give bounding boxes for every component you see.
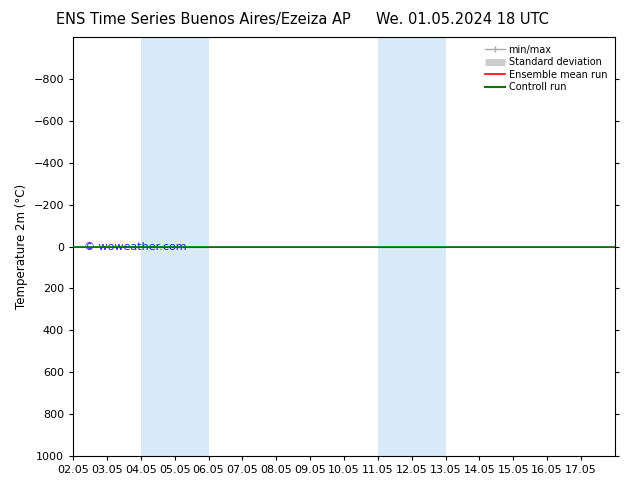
Legend: min/max, Standard deviation, Ensemble mean run, Controll run: min/max, Standard deviation, Ensemble me… — [482, 42, 610, 95]
Bar — [141, 37, 209, 456]
Bar — [378, 37, 446, 456]
Text: We. 01.05.2024 18 UTC: We. 01.05.2024 18 UTC — [377, 12, 549, 27]
Text: © woweather.com: © woweather.com — [84, 243, 186, 252]
Text: ENS Time Series Buenos Aires/Ezeiza AP: ENS Time Series Buenos Aires/Ezeiza AP — [56, 12, 350, 27]
Y-axis label: Temperature 2m (°C): Temperature 2m (°C) — [15, 184, 28, 309]
